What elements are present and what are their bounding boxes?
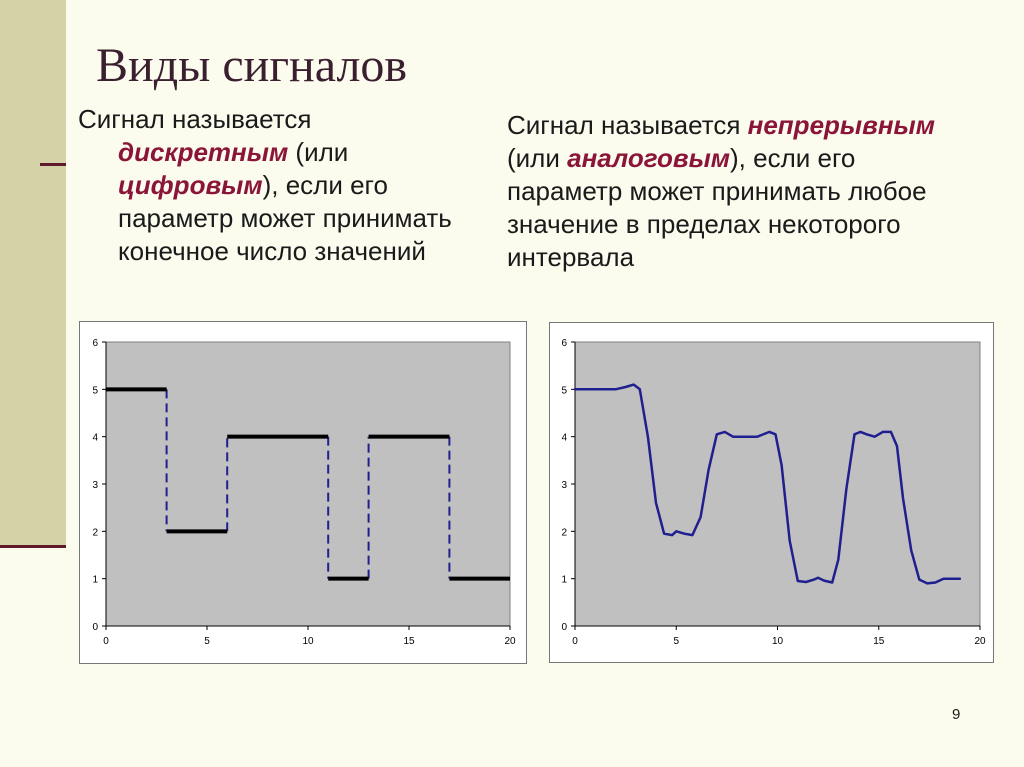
y-tick-label: 0 [561, 622, 567, 633]
x-tick-label: 15 [873, 636, 885, 647]
term-analog: аналоговым [567, 143, 731, 173]
discrete-line-4: параметр может принимать [118, 203, 452, 233]
x-tick-label: 10 [302, 636, 314, 647]
continuous-line-5: интервала [507, 242, 635, 272]
discrete-signal-chart: 0 1 2 3 4 5 6 0 5 10 15 20 [79, 321, 527, 664]
y-tick-label: 3 [92, 480, 98, 491]
plot-area [574, 341, 981, 627]
continuous-line-1-pre: Сигнал называется [507, 110, 748, 140]
x-tick-label: 10 [772, 636, 784, 647]
continuous-line-3: параметр может принимать любое [507, 176, 927, 206]
term-discrete: дискретным [118, 137, 289, 167]
x-tick-label: 15 [403, 636, 415, 647]
y-tick-label: 6 [561, 338, 567, 349]
discrete-line-3-rest: ), если его [262, 170, 388, 200]
discrete-definition: Сигнал называется дискретным (или цифров… [78, 103, 488, 268]
term-digital: цифровым [118, 170, 263, 200]
x-tick-label: 0 [103, 636, 109, 647]
left-decorative-band [0, 0, 66, 548]
discrete-chart-svg: 0 1 2 3 4 5 6 0 5 10 15 20 [92, 338, 516, 647]
y-tick-label: 2 [92, 527, 98, 538]
slide-title: Виды сигналов [96, 39, 408, 92]
y-tick-label: 1 [92, 575, 98, 586]
y-tick-label: 3 [561, 480, 567, 491]
continuous-line-4: значение в пределах некоторого [507, 209, 901, 239]
plot-area [105, 341, 511, 627]
discrete-line-5: конечное число значений [118, 236, 426, 266]
page-number: 9 [952, 706, 961, 723]
analog-chart-svg: 0 1 2 3 4 5 6 0 5 10 15 20 [561, 338, 986, 647]
y-tick-label: 1 [561, 575, 567, 586]
discrete-line-1: Сигнал называется [78, 104, 312, 134]
continuous-line-2-rest: ), если его [730, 143, 856, 173]
x-tick-label: 20 [504, 636, 516, 647]
discrete-line-2-rest: (или [288, 137, 349, 167]
signal-line [573, 383, 962, 585]
x-tick-label: 5 [204, 636, 210, 647]
y-tick-label: 2 [561, 527, 567, 538]
term-continuous: непрерывным [747, 110, 935, 140]
y-tick-label: 4 [561, 433, 567, 444]
analog-signal-chart: 0 1 2 3 4 5 6 0 5 10 15 20 [549, 322, 994, 663]
continuous-definition: Сигнал называется непрерывным (или анало… [507, 109, 987, 274]
x-tick-label: 0 [572, 636, 578, 647]
y-tick-label: 5 [561, 385, 567, 396]
continuous-line-2-pre: (или [507, 143, 568, 173]
y-tick-label: 6 [92, 338, 98, 349]
decorative-rule [0, 545, 66, 548]
y-tick-label: 0 [92, 622, 98, 633]
x-tick-label: 20 [974, 636, 986, 647]
decorative-rule [40, 163, 66, 166]
x-tick-label: 5 [673, 636, 679, 647]
y-tick-label: 5 [92, 385, 98, 396]
y-tick-label: 4 [92, 433, 98, 444]
